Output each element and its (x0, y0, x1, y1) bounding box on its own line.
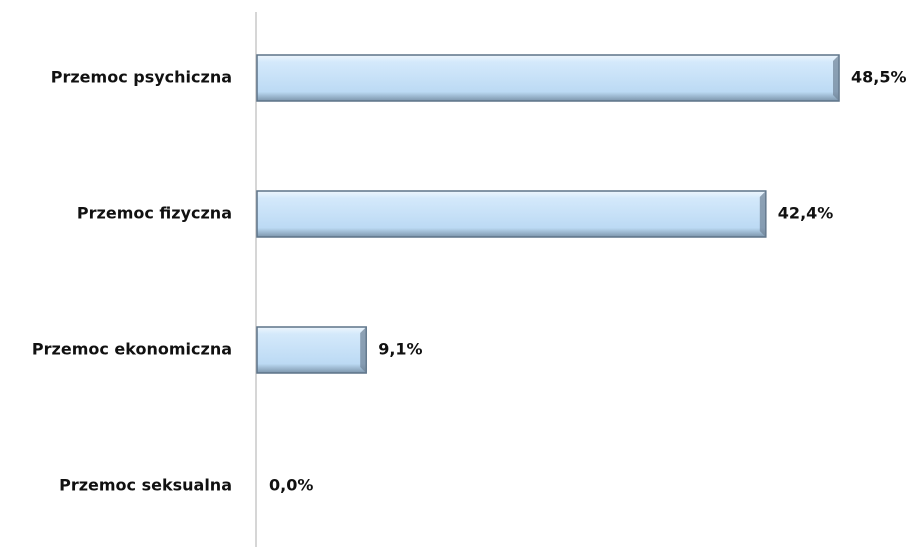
value-label: 42,4% (778, 204, 834, 223)
value-label: 0,0% (269, 476, 313, 495)
category-label: Przemoc ekonomiczna (32, 340, 232, 359)
bar (256, 326, 367, 374)
category-label: Przemoc seksualna (59, 476, 232, 495)
value-label: 48,5% (851, 68, 907, 87)
value-label: 9,1% (378, 340, 422, 359)
bar (256, 190, 767, 238)
category-label: Przemoc fizyczna (77, 204, 232, 223)
bar (256, 54, 840, 102)
bar-bevel (759, 191, 766, 237)
bar-bevel (833, 55, 839, 101)
bar-bevel (360, 327, 367, 373)
category-label: Przemoc psychiczna (51, 68, 232, 87)
